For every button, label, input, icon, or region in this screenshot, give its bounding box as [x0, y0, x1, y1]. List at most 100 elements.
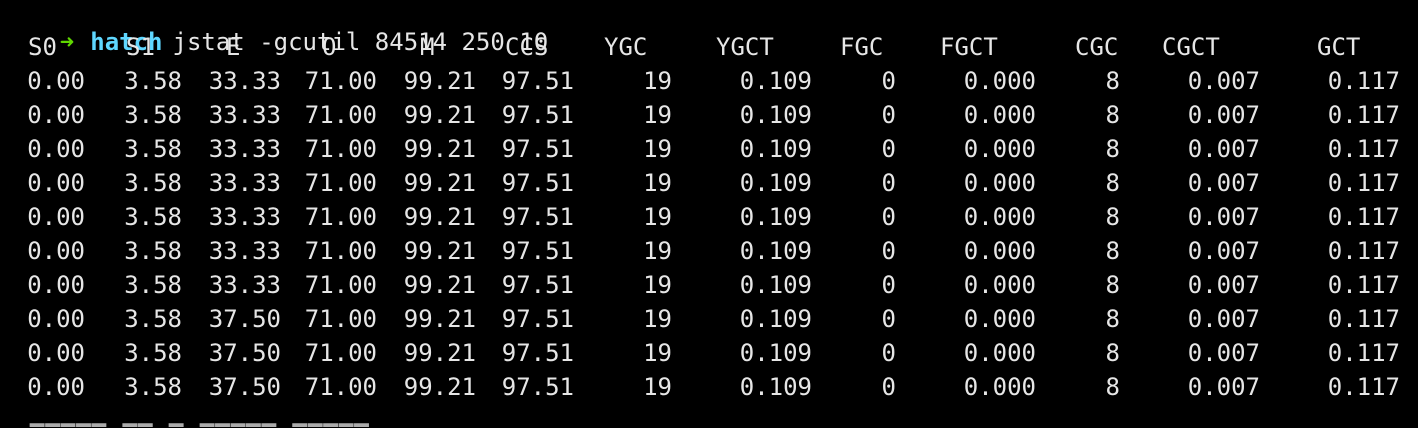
cell-e: 37.50: [208, 305, 281, 333]
cell-fgct: 0.000: [963, 373, 1036, 401]
cell-m: 99.21: [403, 67, 476, 95]
cell-o: 71.00: [304, 135, 377, 163]
column-header-fgc: FGC: [840, 33, 884, 61]
partially-visible-next-line: ▁▁▁▁▁ ▁▁ ▁ ▁▁▁▁▁ ▁▁▁▁▁: [30, 399, 370, 427]
command-prompt-line: ➜ hatch jstat -gcutil 84514 250 10: [2, 0, 548, 56]
table-row: 0.00 3.58 33.33 71.00 99.21 97.51 19 0.109 0 0.00…: [0, 268, 1418, 302]
cell-s1: 3.58: [124, 101, 182, 129]
cell-fgct: 0.000: [963, 271, 1036, 299]
cell-m: 99.21: [403, 135, 476, 163]
cell-s1: 3.58: [124, 373, 182, 401]
cell-o: 71.00: [304, 271, 377, 299]
cell-s1: 3.58: [124, 237, 182, 265]
cell-cgct: 0.007: [1187, 339, 1260, 367]
column-header-m: M: [420, 33, 435, 61]
table-row: 0.00 3.58 33.33 71.00 99.21 97.51 19 0.109 0 0.00…: [0, 98, 1418, 132]
table-row: 0.00 3.58 33.33 71.00 99.21 97.51 19 0.109 0 0.00…: [0, 132, 1418, 166]
cell-e: 33.33: [208, 237, 281, 265]
cell-m: 99.21: [403, 373, 476, 401]
cell-fgct: 0.000: [963, 203, 1036, 231]
cell-ygct: 0.109: [739, 373, 812, 401]
cell-ygct: 0.109: [739, 135, 812, 163]
table-row: 0.00 3.58 33.33 71.00 99.21 97.51 19 0.109 0 0.00…: [0, 234, 1418, 268]
cell-ccs: 97.51: [501, 169, 574, 197]
prompt-command: jstat -gcutil 84514 250 10: [172, 28, 549, 56]
cell-s0: 0.00: [27, 271, 85, 299]
cell-cgct: 0.007: [1187, 271, 1260, 299]
cell-fgc: 0: [881, 305, 896, 333]
table-row: 0.00 3.58 37.50 71.00 99.21 97.51 19 0.109 0 0.00…: [0, 302, 1418, 336]
cell-ccs: 97.51: [501, 339, 574, 367]
cell-cgc: 8: [1105, 339, 1120, 367]
cell-gct: 0.117: [1327, 373, 1400, 401]
cell-ygc: 19: [643, 339, 672, 367]
cell-gct: 0.117: [1327, 237, 1400, 265]
cell-ygct: 0.109: [739, 237, 812, 265]
cell-m: 99.21: [403, 101, 476, 129]
cell-ygc: 19: [643, 135, 672, 163]
cell-cgct: 0.007: [1187, 169, 1260, 197]
cell-gct: 0.117: [1327, 305, 1400, 333]
cell-m: 99.21: [403, 271, 476, 299]
cell-ygc: 19: [643, 305, 672, 333]
cell-fgct: 0.000: [963, 101, 1036, 129]
cell-s1: 3.58: [124, 67, 182, 95]
cell-s1: 3.58: [124, 271, 182, 299]
cell-o: 71.00: [304, 203, 377, 231]
cell-s0: 0.00: [27, 169, 85, 197]
cell-fgc: 0: [881, 373, 896, 401]
cell-ygc: 19: [643, 101, 672, 129]
cell-ygct: 0.109: [739, 67, 812, 95]
cell-gct: 0.117: [1327, 67, 1400, 95]
cell-e: 33.33: [208, 169, 281, 197]
cell-e: 33.33: [208, 203, 281, 231]
cell-ccs: 97.51: [501, 305, 574, 333]
cell-ygc: 19: [643, 373, 672, 401]
cell-gct: 0.117: [1327, 135, 1400, 163]
cell-ygct: 0.109: [739, 101, 812, 129]
cell-o: 71.00: [304, 101, 377, 129]
table-row: 0.00 3.58 33.33 71.00 99.21 97.51 19 0.109 0 0.00…: [0, 64, 1418, 98]
table-row: 0.00 3.58 37.50 71.00 99.21 97.51 19 0.109 0 0.00…: [0, 370, 1418, 404]
cell-fgc: 0: [881, 237, 896, 265]
column-header-fgct: FGCT: [940, 33, 998, 61]
table-row: 0.00 3.58 33.33 71.00 99.21 97.51 19 0.109 0 0.00…: [0, 200, 1418, 234]
cell-ccs: 97.51: [501, 101, 574, 129]
column-header-cgct: CGCT: [1162, 33, 1220, 61]
cell-fgc: 0: [881, 203, 896, 231]
cell-ygct: 0.109: [739, 271, 812, 299]
cell-gct: 0.117: [1327, 203, 1400, 231]
column-header-gct: GCT: [1317, 33, 1361, 61]
cell-s1: 3.58: [124, 203, 182, 231]
cell-s1: 3.58: [124, 135, 182, 163]
cell-fgct: 0.000: [963, 237, 1036, 265]
cell-ccs: 97.51: [501, 203, 574, 231]
cell-s0: 0.00: [27, 373, 85, 401]
column-header-cgc: CGC: [1075, 33, 1119, 61]
cell-m: 99.21: [403, 203, 476, 231]
cell-s0: 0.00: [27, 237, 85, 265]
column-header-e: E: [226, 33, 241, 61]
cell-ccs: 97.51: [501, 67, 574, 95]
cell-fgc: 0: [881, 169, 896, 197]
cell-ygct: 0.109: [739, 339, 812, 367]
cell-ccs: 97.51: [501, 237, 574, 265]
cell-ygct: 0.109: [739, 203, 812, 231]
cell-cgct: 0.007: [1187, 373, 1260, 401]
cell-ygct: 0.109: [739, 169, 812, 197]
cell-ygc: 19: [643, 169, 672, 197]
cell-fgc: 0: [881, 339, 896, 367]
cell-cgct: 0.007: [1187, 135, 1260, 163]
cell-gct: 0.117: [1327, 101, 1400, 129]
cell-fgc: 0: [881, 67, 896, 95]
cell-o: 71.00: [304, 305, 377, 333]
cell-ygc: 19: [643, 237, 672, 265]
column-header-ccs: CCS: [505, 33, 549, 61]
column-header-ygct: YGCT: [716, 33, 774, 61]
column-header-s1: S1: [126, 33, 155, 61]
cell-cgct: 0.007: [1187, 101, 1260, 129]
prompt-arrow-icon: ➜: [59, 28, 75, 56]
table-row: 0.00 3.58 37.50 71.00 99.21 97.51 19 0.109 0 0.00…: [0, 336, 1418, 370]
cell-e: 37.50: [208, 339, 281, 367]
